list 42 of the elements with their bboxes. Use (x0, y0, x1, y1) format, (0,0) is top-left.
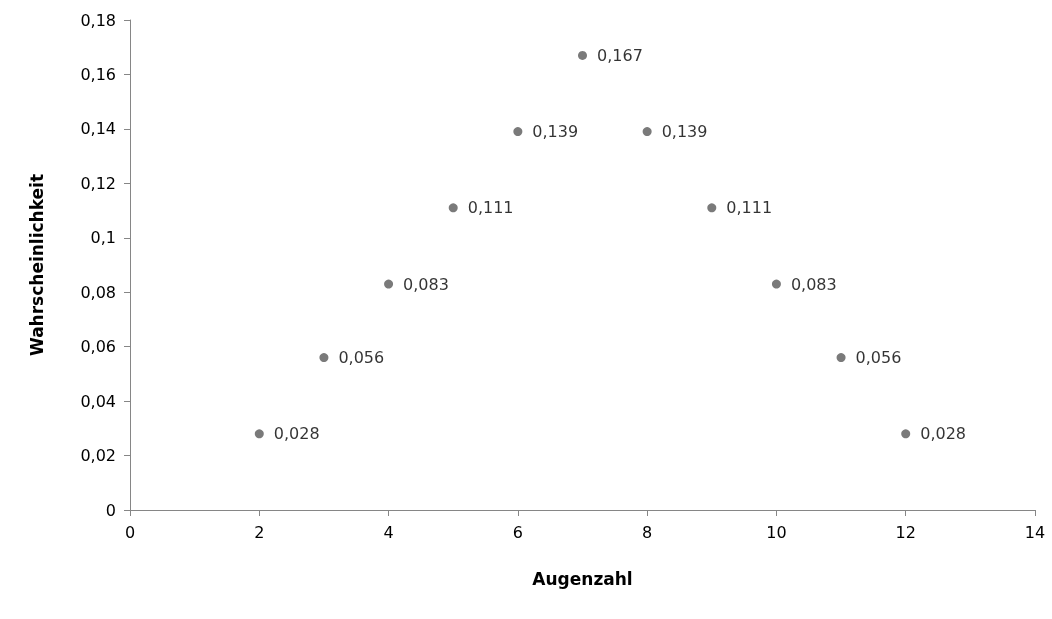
data-label: 0,028 (273, 424, 320, 444)
point (384, 279, 394, 289)
y-tick-label: 0,02 (80, 446, 116, 466)
point (642, 127, 652, 137)
data-label: 0,056 (855, 348, 902, 368)
x-tick-label: 10 (766, 522, 787, 542)
data-label: 0,111 (726, 198, 773, 218)
y-tick-label: 0,16 (80, 64, 116, 84)
y-axis-title: Wahrscheinlichkeit (26, 173, 47, 357)
point (448, 203, 458, 213)
data-label: 0,167 (597, 45, 643, 65)
x-tick-label: 4 (383, 522, 394, 542)
data-label: 0,139 (661, 122, 708, 142)
data-label: 0,139 (532, 122, 579, 142)
point (707, 203, 717, 213)
x-tick-label: 12 (895, 522, 916, 542)
x-tick-label: 8 (642, 522, 653, 542)
x-tick-label: 6 (512, 522, 523, 542)
x-tick-label: 0 (124, 522, 136, 542)
point (513, 127, 523, 137)
y-tick-label: 0,18 (80, 10, 116, 30)
point (578, 50, 587, 60)
y-tick-label: 0,08 (80, 282, 116, 302)
data-label: 0,083 (403, 274, 449, 294)
y-tick-label: 0 (105, 500, 116, 520)
point (254, 429, 264, 439)
y-tick-label: 0,04 (80, 391, 116, 411)
y-tick-label: 0,12 (80, 173, 116, 193)
data-label: 0,111 (467, 198, 514, 218)
x-tick-label: 14 (1024, 522, 1046, 542)
y-tick-label: 0,06 (80, 337, 116, 357)
x-axis-title: Augenzahl (532, 568, 633, 589)
y-tick-label: 0,1 (90, 228, 116, 248)
point (771, 279, 781, 289)
data-label: 0,056 (338, 348, 385, 368)
data-label: 0,028 (920, 424, 967, 444)
point (836, 353, 846, 363)
point (901, 429, 911, 439)
point (319, 353, 329, 363)
data-label: 0,083 (790, 274, 837, 294)
x-tick-label: 2 (254, 522, 265, 542)
y-tick-label: 0,14 (80, 119, 116, 139)
